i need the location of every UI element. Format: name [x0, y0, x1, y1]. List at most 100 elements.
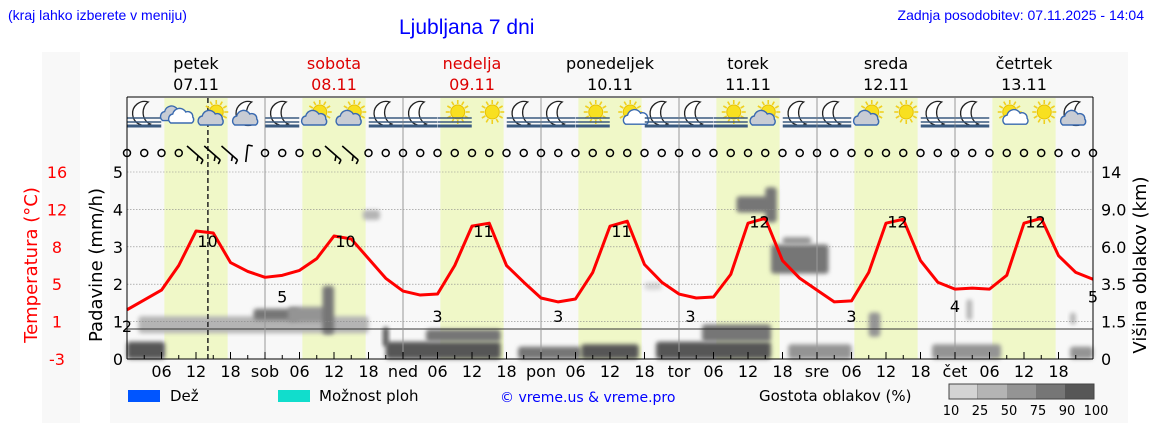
sun-cloud-icon — [749, 100, 781, 126]
copyright-link[interactable]: © vreme.us & vreme.pro — [500, 390, 675, 406]
wind-calm-icon — [536, 148, 546, 158]
sun-ray — [357, 101, 361, 106]
sun-ray — [998, 115, 1004, 119]
density-swatch — [1007, 384, 1036, 399]
wind-calm-icon — [1019, 148, 1029, 158]
sun-ray — [584, 105, 590, 109]
left-axis-panel — [42, 52, 80, 423]
sun-ray — [1037, 101, 1041, 106]
sun-ray — [636, 105, 642, 109]
sun-ray — [451, 101, 455, 106]
sun-ray — [619, 115, 624, 119]
day-date: 12.11 — [863, 75, 909, 94]
day-name: sreda — [864, 54, 908, 73]
legend-cloud-density-title: Gostota oblakov (%) — [759, 387, 912, 405]
temperature-tick-label: 5 — [52, 275, 62, 294]
sun-ray — [619, 105, 624, 109]
day-name: četrtek — [996, 54, 1054, 73]
cloud-blob — [426, 329, 501, 342]
cloud-blob — [932, 344, 1001, 359]
wind-calm-icon — [140, 148, 149, 158]
cloud-blob — [644, 282, 662, 290]
wind-calm-icon — [433, 148, 442, 158]
sun-ray — [1037, 118, 1041, 123]
x-tick-label: 18 — [358, 362, 378, 381]
wind-calm-icon — [260, 148, 270, 158]
moon-fog-icon — [920, 100, 955, 128]
wind-calm-icon — [726, 148, 735, 158]
sun-cloud-icon — [852, 100, 884, 126]
x-tick-label: 06 — [841, 362, 861, 381]
density-level-label: 10 — [943, 404, 960, 419]
temperature-label: 12 — [887, 212, 907, 231]
temperature-label: 3 — [432, 307, 442, 326]
sun-ray — [1013, 101, 1017, 106]
temperature-label: 3 — [846, 307, 856, 326]
day-date: 09.11 — [449, 75, 495, 94]
wind-calm-icon — [519, 148, 528, 158]
sun-ray — [633, 101, 637, 106]
x-tick-label: 12 — [738, 362, 758, 381]
cloud-shape — [197, 109, 224, 126]
sun-cloud-icon — [300, 100, 332, 126]
wind-calm-icon — [416, 148, 425, 158]
temperature-label: 3 — [553, 307, 563, 326]
wind-calm-icon — [933, 148, 942, 158]
cloud-shape — [852, 109, 880, 126]
sun-ray — [909, 101, 913, 106]
precipitation-axis-title: Padavine (mm/h) — [86, 188, 107, 342]
sun-ray — [1033, 105, 1038, 109]
moon-fog-icon — [265, 100, 300, 128]
cloud-height-tick-label: 3.5 — [1101, 275, 1126, 294]
sun-ray — [761, 101, 765, 106]
precipitation-tick-label: 0 — [113, 350, 123, 369]
wind-calm-icon — [950, 148, 960, 158]
day-name: ponedeljek — [566, 54, 655, 73]
day-date: 11.11 — [725, 75, 771, 94]
sun-ray — [498, 105, 504, 109]
wind-calm-icon — [174, 148, 183, 158]
wind-calm-icon — [1002, 148, 1011, 158]
x-tick-label: ned — [388, 362, 418, 381]
temperature-label: 12 — [1025, 212, 1045, 231]
cloud-shape — [300, 109, 328, 126]
wind-calm-icon — [830, 148, 839, 158]
cloud-shape — [231, 109, 259, 126]
moon-fog-icon — [644, 100, 679, 128]
day-name: nedelja — [443, 54, 502, 73]
cloud-blob — [736, 196, 771, 213]
cloud-blob — [1070, 346, 1093, 359]
sun-ray — [1033, 115, 1038, 119]
wind-barb-icon — [186, 145, 204, 165]
cloud-blob — [362, 210, 380, 220]
cloud-blob — [771, 244, 829, 274]
moon-fog-icon — [817, 100, 852, 128]
sun-ray — [343, 105, 348, 109]
sun-disc — [898, 104, 914, 120]
wind-calm-icon — [899, 148, 908, 158]
moon-cloud-icon — [1059, 100, 1087, 127]
wind-calm-icon — [864, 148, 873, 158]
cloud-blob — [966, 299, 973, 321]
cloud-blob — [382, 326, 389, 347]
sun-icon — [894, 100, 919, 124]
sun-ray — [485, 118, 489, 123]
wind-calm-icon — [881, 148, 891, 158]
precipitation-tick-label: 4 — [113, 200, 123, 219]
x-tick-label: 18 — [910, 362, 930, 381]
moon-fog-icon — [127, 100, 162, 128]
cloud-blob — [765, 187, 777, 223]
sun-cloud-icon — [335, 100, 367, 126]
moon-fog-icon — [679, 100, 714, 128]
wind-calm-icon — [1071, 148, 1080, 158]
sun-ray — [740, 105, 745, 109]
temperature-tick-label: 8 — [52, 238, 62, 257]
sun-ray — [347, 101, 351, 106]
density-swatch — [1036, 384, 1065, 399]
wind-calm-icon — [709, 148, 718, 158]
sun-ray — [1003, 101, 1007, 106]
sun-ray — [998, 105, 1004, 109]
sun-fog-icon — [437, 100, 472, 128]
x-tick-label: 18 — [1048, 362, 1068, 381]
